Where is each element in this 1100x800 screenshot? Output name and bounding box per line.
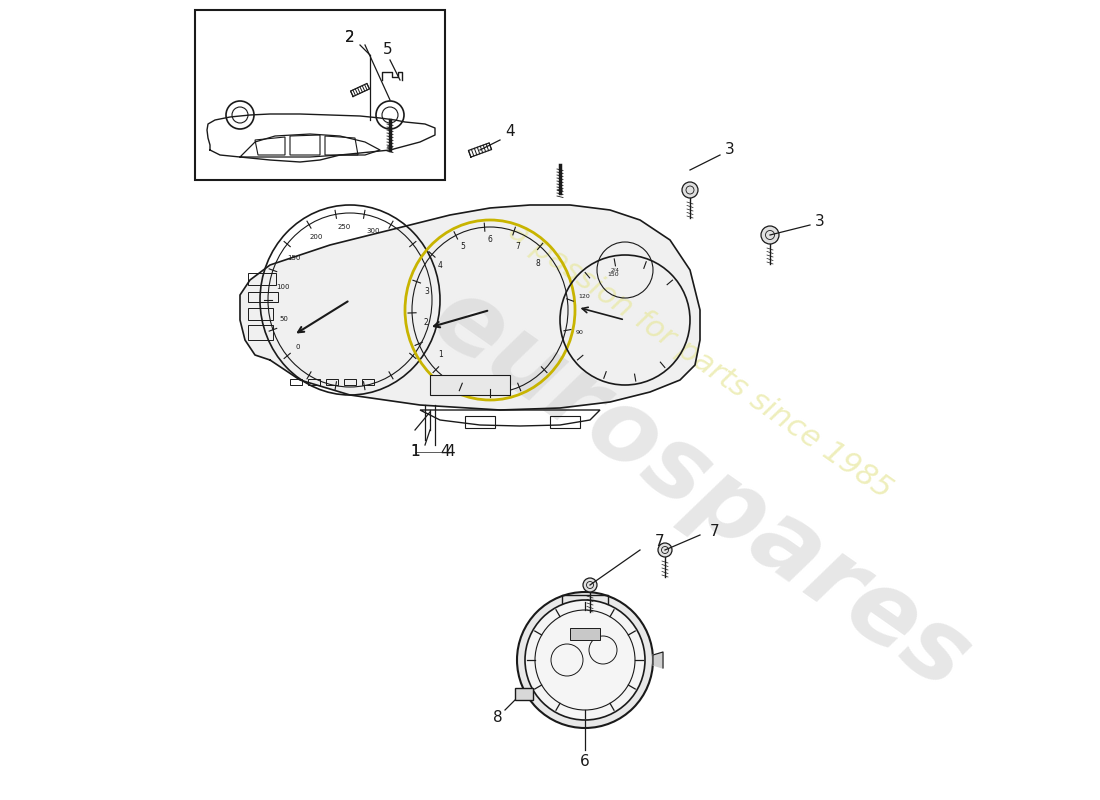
Text: 150: 150 — [607, 272, 618, 277]
Text: 300: 300 — [366, 229, 379, 234]
Text: 3: 3 — [725, 142, 735, 158]
Bar — [290, 379, 303, 385]
Polygon shape — [653, 652, 663, 668]
Bar — [430, 375, 510, 395]
Bar — [326, 379, 338, 385]
Text: 2: 2 — [345, 30, 355, 46]
Bar — [344, 379, 356, 385]
Bar — [195, 10, 446, 180]
Text: 90: 90 — [575, 330, 583, 334]
Circle shape — [583, 578, 597, 592]
Circle shape — [658, 543, 672, 557]
Text: 50: 50 — [279, 316, 289, 322]
Text: 7: 7 — [711, 525, 719, 539]
Text: 200: 200 — [309, 234, 322, 240]
Text: 4: 4 — [438, 261, 442, 270]
Bar — [515, 688, 534, 700]
Text: 120: 120 — [579, 294, 591, 299]
Bar — [248, 273, 276, 285]
Text: 250: 250 — [338, 224, 351, 230]
Bar — [362, 379, 374, 385]
Bar — [465, 416, 495, 428]
Text: 4: 4 — [446, 445, 454, 459]
Bar — [248, 308, 273, 320]
Circle shape — [517, 592, 653, 728]
Text: 7: 7 — [515, 242, 520, 251]
Text: 3: 3 — [815, 214, 825, 230]
Text: 5: 5 — [460, 242, 465, 251]
Text: 2/4: 2/4 — [610, 267, 619, 273]
Text: 100: 100 — [276, 284, 289, 290]
Text: a passion for parts since 1985: a passion for parts since 1985 — [503, 216, 898, 504]
Text: 2: 2 — [424, 318, 428, 326]
Text: 5: 5 — [383, 42, 393, 58]
Polygon shape — [240, 205, 700, 410]
Text: eurospares: eurospares — [414, 269, 987, 711]
Text: 150: 150 — [287, 255, 301, 261]
Bar — [248, 292, 278, 302]
Text: 6: 6 — [580, 754, 590, 770]
Text: 1: 1 — [410, 445, 420, 459]
Text: 0: 0 — [296, 344, 300, 350]
Text: 3: 3 — [425, 287, 430, 296]
Text: 1: 1 — [410, 445, 420, 459]
Text: 2: 2 — [345, 30, 355, 46]
Polygon shape — [562, 595, 608, 605]
Bar — [248, 325, 273, 340]
Circle shape — [761, 226, 779, 244]
Circle shape — [682, 182, 698, 198]
Circle shape — [525, 600, 645, 720]
Text: 8: 8 — [493, 710, 503, 726]
Text: 4: 4 — [440, 445, 450, 459]
Bar — [570, 628, 600, 640]
Text: 4: 4 — [505, 125, 515, 139]
Text: 1: 1 — [438, 350, 442, 359]
Bar — [308, 379, 320, 385]
Text: 6: 6 — [487, 235, 493, 245]
Text: 7: 7 — [656, 534, 664, 550]
Bar — [550, 416, 580, 428]
Text: 8: 8 — [536, 258, 541, 268]
